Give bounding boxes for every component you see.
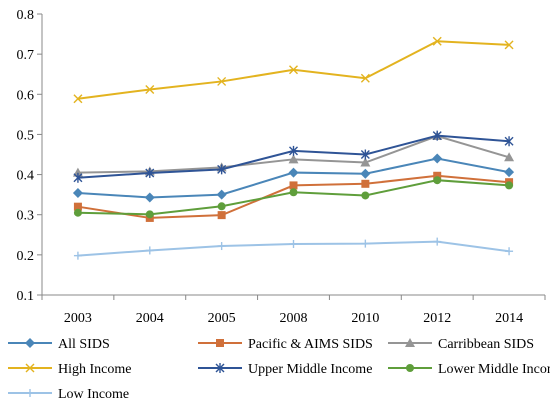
y-tick-label: 0.7	[17, 48, 35, 63]
data-point	[217, 76, 227, 86]
data-point	[360, 73, 370, 83]
data-point	[145, 210, 154, 219]
plot-series	[72, 36, 515, 260]
data-point	[288, 154, 299, 164]
data-point	[289, 188, 298, 197]
data-point	[73, 94, 83, 104]
legend-item: Lower Middle Income	[388, 362, 550, 377]
data-point	[145, 246, 154, 255]
data-point	[505, 181, 514, 190]
data-point	[73, 208, 82, 217]
series-upper-middle-income	[73, 130, 514, 183]
data-point	[505, 247, 514, 256]
data-point	[433, 171, 442, 180]
axes	[37, 13, 546, 300]
legend-item: All SIDS	[8, 337, 110, 352]
x-tick-label: 2005	[208, 311, 236, 326]
series-all-sids	[72, 153, 515, 203]
y-tick-label: 0.2	[17, 249, 35, 264]
data-point	[217, 211, 226, 220]
x-tick-label: 2008	[280, 311, 308, 326]
legend-label: Lower Middle Income	[438, 362, 550, 377]
legend-item: Pacific & AIMS SIDS	[198, 337, 373, 352]
data-point	[361, 191, 370, 200]
legend-label: Pacific & AIMS SIDS	[248, 337, 373, 352]
legend-label: Carribbean SIDS	[438, 337, 534, 352]
data-point	[217, 202, 226, 211]
legend-item: Carribbean SIDS	[388, 337, 534, 352]
legend-swatch-marker	[25, 363, 35, 373]
legend-label: High Income	[58, 362, 131, 377]
data-point	[73, 202, 82, 211]
data-point	[504, 136, 514, 147]
series-low-income	[73, 237, 514, 260]
y-tick-label: 0.4	[17, 169, 35, 184]
data-point	[145, 167, 155, 178]
data-point	[432, 130, 442, 141]
legend-swatch-marker	[215, 363, 225, 373]
legend-item: Upper Middle Income	[198, 362, 372, 377]
y-tick-label: 0.3	[17, 209, 35, 224]
series-high-income	[73, 36, 514, 104]
data-point	[145, 84, 155, 94]
y-tick-label: 0.8	[17, 8, 35, 23]
legend: All SIDS Pacific & AIMS SIDS Carribbean SI…	[8, 337, 550, 402]
legend-swatch-marker	[406, 364, 414, 372]
legend-label: Upper Middle Income	[248, 362, 372, 377]
x-tick-label: 2010	[351, 311, 379, 326]
data-point	[504, 40, 514, 50]
legend-swatch-marker	[405, 338, 415, 347]
data-point	[289, 240, 298, 249]
data-point	[289, 65, 298, 75]
x-tick-label: 2004	[136, 311, 164, 326]
x-tick-label: 2012	[423, 311, 451, 326]
data-point	[289, 181, 298, 190]
data-point	[360, 149, 370, 160]
data-point	[72, 188, 83, 199]
legend-item: Low Income	[8, 387, 129, 402]
x-tick-label: 2014	[495, 311, 523, 326]
data-point	[504, 167, 515, 178]
data-point	[432, 36, 442, 46]
y-tick-labels: 0.1 0.2 0.3 0.4 0.5 0.6 0.7 0.8	[17, 8, 35, 304]
legend-swatch-marker	[25, 338, 35, 348]
y-tick-label: 0.5	[17, 128, 35, 143]
data-point	[432, 153, 443, 164]
legend-label: All SIDS	[58, 337, 110, 352]
x-tick-label: 2003	[64, 311, 92, 326]
y-tick-label: 0.1	[17, 289, 35, 304]
data-point	[216, 189, 227, 200]
data-point	[217, 164, 227, 175]
legend-label: Low Income	[58, 387, 129, 402]
data-point	[144, 192, 155, 203]
data-point	[504, 152, 515, 162]
x-tick-labels: 2003 2004 2005 2008 2010 2012 2014	[64, 311, 523, 326]
data-point	[433, 237, 442, 246]
legend-swatch-marker	[216, 339, 224, 347]
data-point	[73, 251, 82, 260]
data-point	[361, 179, 370, 188]
data-point	[360, 157, 371, 167]
data-point	[73, 172, 83, 183]
series-lower-middle-income	[73, 176, 514, 219]
data-point	[217, 242, 226, 251]
data-point	[289, 145, 298, 156]
data-point	[433, 176, 442, 185]
y-tick-label: 0.6	[17, 88, 35, 103]
data-point	[288, 167, 299, 178]
legend-swatch-marker	[26, 389, 34, 397]
legend-item: High Income	[8, 362, 131, 377]
data-point	[360, 168, 371, 179]
data-point	[361, 239, 370, 248]
